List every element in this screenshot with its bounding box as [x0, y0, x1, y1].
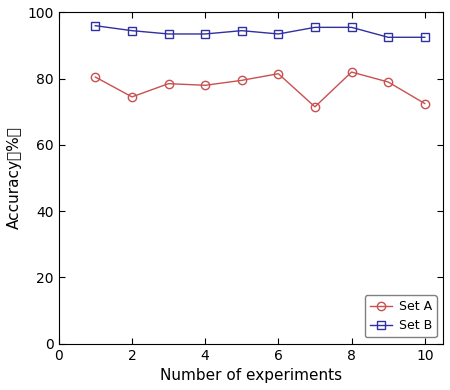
Set B — [349, 25, 354, 30]
Set A — [166, 81, 171, 86]
Set B — [129, 28, 135, 33]
Line: Set A: Set A — [91, 68, 429, 111]
Set B — [93, 23, 98, 28]
Set A — [276, 71, 281, 76]
Set A — [386, 80, 391, 84]
Set A — [312, 105, 318, 109]
Set A — [349, 70, 354, 74]
Set B — [166, 32, 171, 36]
Set A — [202, 83, 208, 88]
X-axis label: Number of experiments: Number of experiments — [160, 368, 342, 383]
Line: Set B: Set B — [91, 21, 429, 41]
Set B — [312, 25, 318, 30]
Set B — [202, 32, 208, 36]
Y-axis label: Accuracy（%）: Accuracy（%） — [7, 127, 22, 229]
Set B — [276, 32, 281, 36]
Set A — [422, 101, 427, 106]
Set A — [239, 78, 244, 83]
Set B — [386, 35, 391, 40]
Set A — [93, 75, 98, 80]
Set A — [129, 94, 135, 99]
Legend: Set A, Set B: Set A, Set B — [365, 295, 437, 337]
Set B — [422, 35, 427, 40]
Set B — [239, 28, 244, 33]
